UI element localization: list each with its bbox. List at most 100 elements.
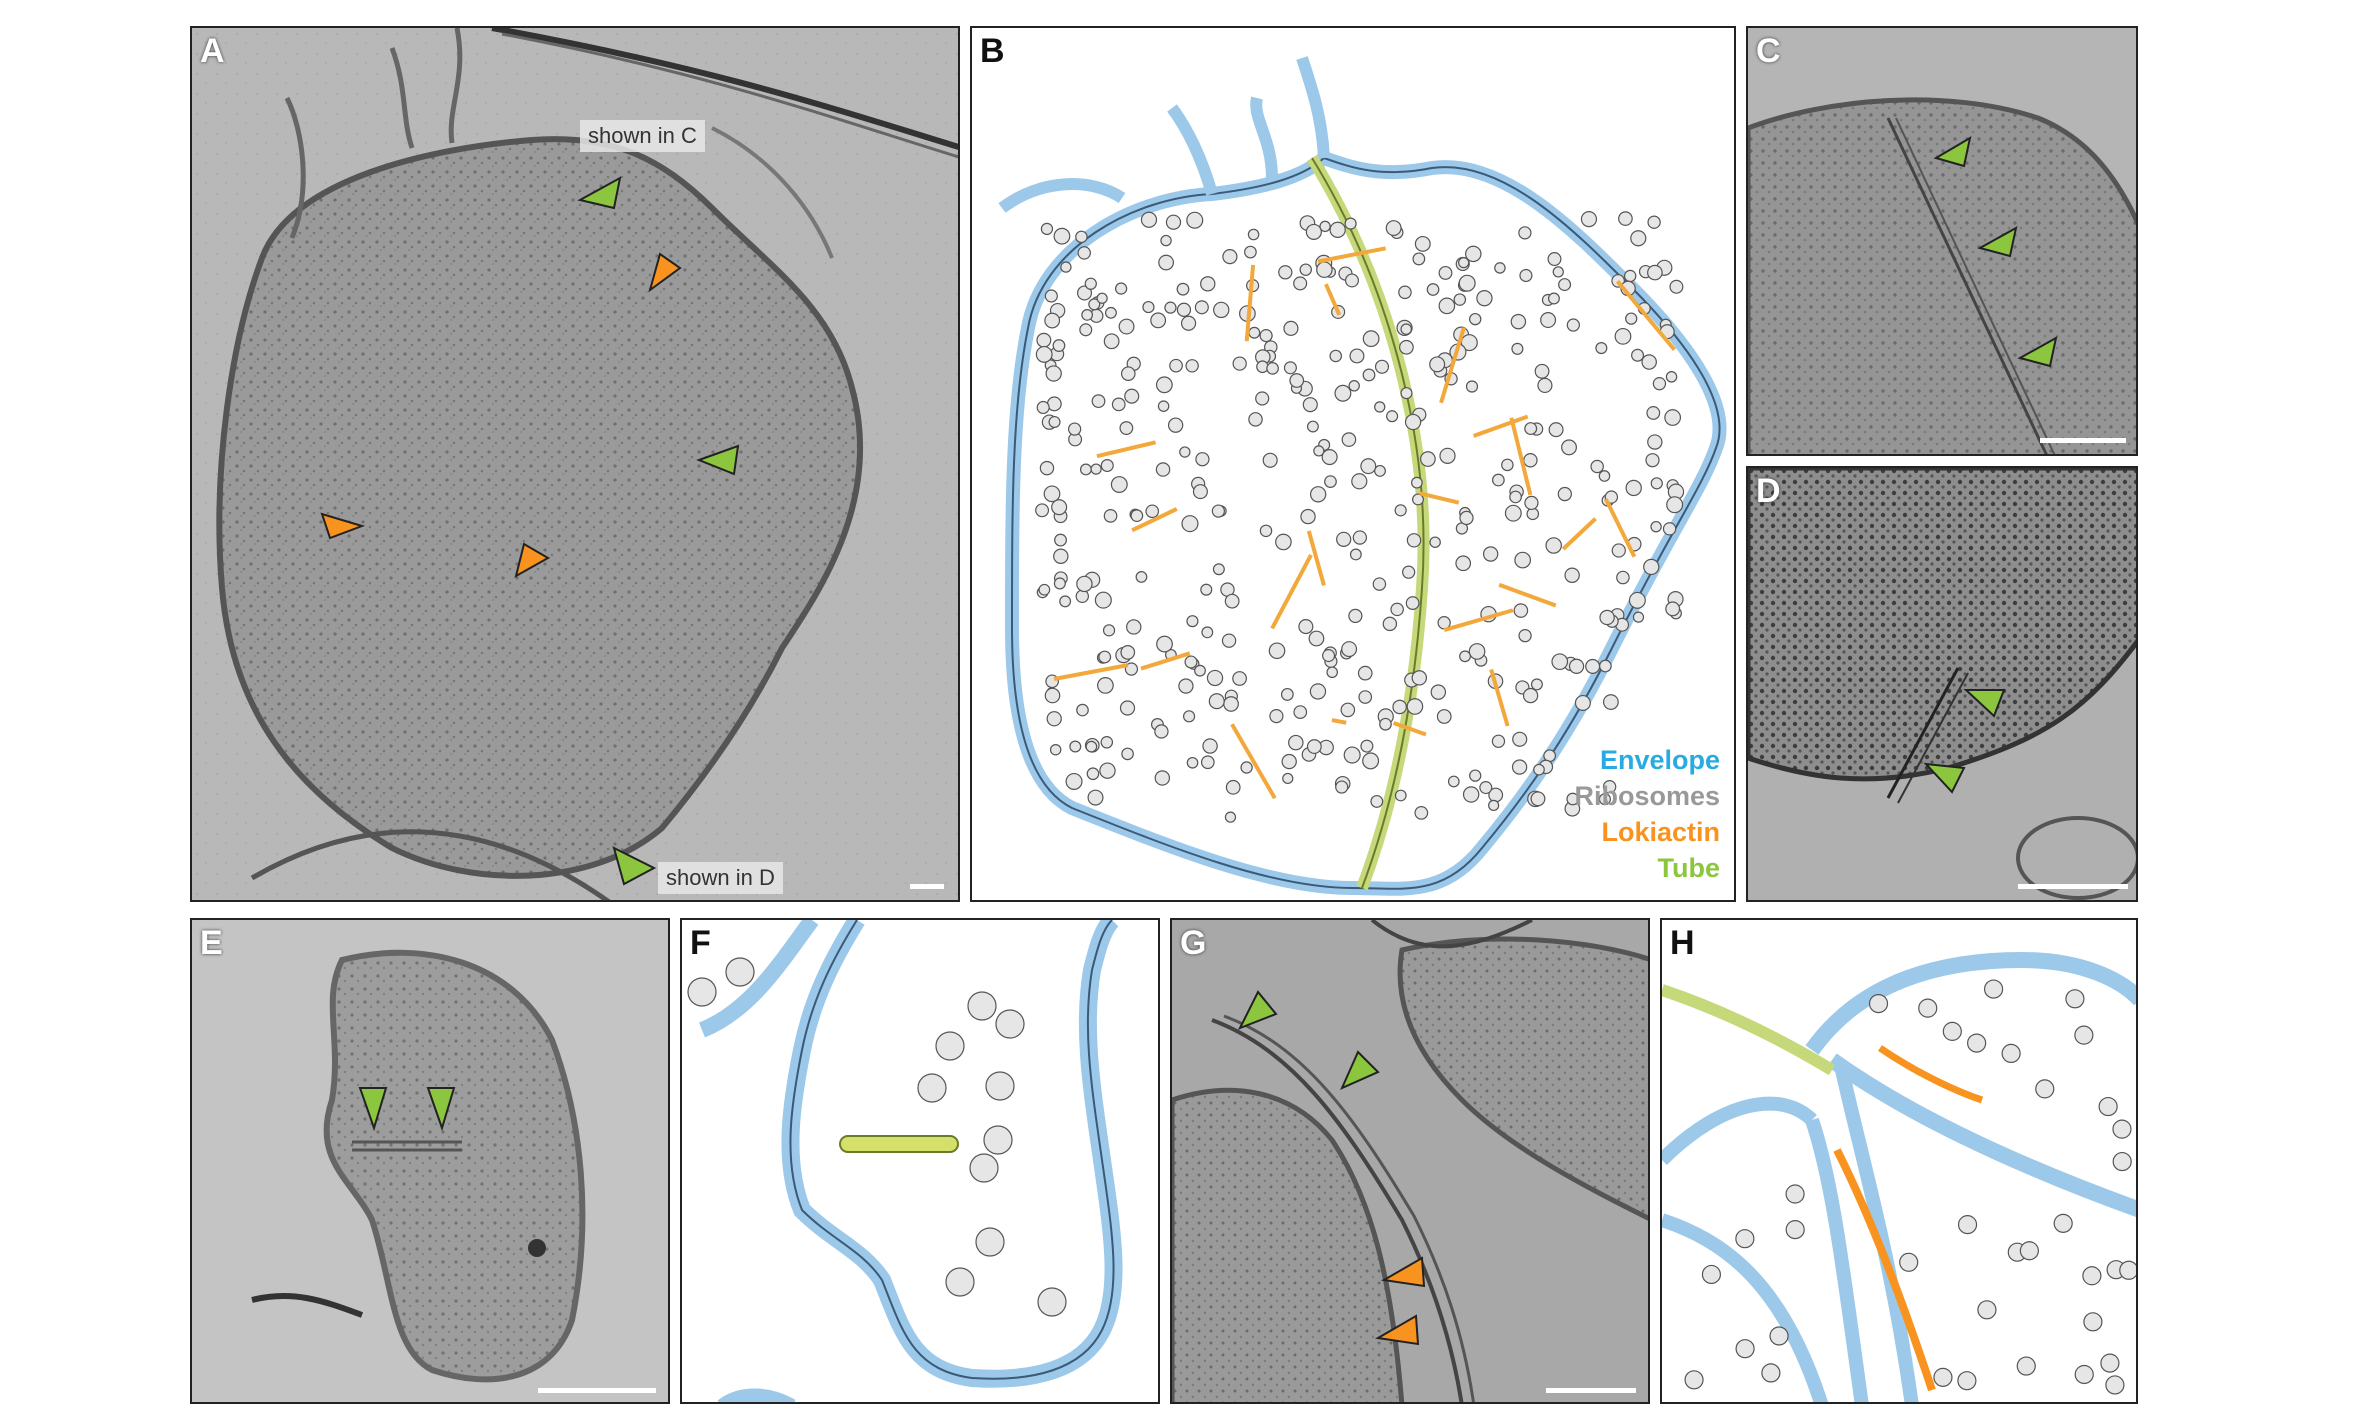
ribosome bbox=[1086, 767, 1100, 781]
ribosome bbox=[969, 1153, 999, 1183]
ribosome bbox=[1511, 342, 1524, 355]
ribosome bbox=[1306, 420, 1319, 433]
ribosome bbox=[1300, 508, 1316, 525]
ribosome bbox=[1370, 794, 1384, 808]
ribosome bbox=[1399, 339, 1414, 355]
ribosome bbox=[1439, 447, 1456, 464]
envelope-f-outer bbox=[698, 920, 819, 1038]
ribosome bbox=[1043, 485, 1061, 503]
ribosome bbox=[1666, 496, 1684, 514]
ribosome bbox=[1120, 644, 1136, 660]
ribosome bbox=[1933, 1367, 1953, 1387]
ribosome bbox=[1400, 323, 1412, 335]
ribosome bbox=[1568, 658, 1585, 674]
ribosome bbox=[1512, 731, 1528, 747]
panel-h: H bbox=[1660, 918, 2138, 1404]
ribosome bbox=[1458, 274, 1476, 292]
ribosome bbox=[1098, 650, 1112, 664]
ribosome bbox=[1100, 735, 1114, 749]
ribosome bbox=[1547, 252, 1562, 267]
ribosome bbox=[1524, 422, 1538, 436]
ribosome bbox=[1262, 452, 1278, 468]
ribosome bbox=[1491, 734, 1506, 748]
ribosome bbox=[1124, 388, 1140, 404]
ribosome bbox=[1283, 361, 1297, 375]
ribosome bbox=[1053, 577, 1066, 590]
ribosome bbox=[1522, 687, 1539, 704]
panel-d-label: D bbox=[1756, 472, 1781, 510]
ribosome bbox=[1278, 265, 1293, 280]
ribosome bbox=[1518, 226, 1532, 240]
ribosome bbox=[1077, 285, 1093, 301]
ribosome bbox=[1334, 384, 1352, 402]
ribosome bbox=[983, 1125, 1013, 1155]
panel-g-tomogram bbox=[1172, 920, 1648, 1402]
ribosome bbox=[1200, 583, 1213, 596]
lokiactin-filament bbox=[1230, 723, 1277, 800]
ribosome bbox=[1479, 781, 1493, 795]
ribosome bbox=[1545, 537, 1562, 554]
ribosome bbox=[1259, 329, 1273, 343]
ribosome bbox=[1942, 1021, 1962, 1041]
ribosome bbox=[1360, 458, 1377, 475]
arrowhead-orange-1 bbox=[648, 252, 682, 293]
ribosome bbox=[1374, 464, 1386, 477]
arrowhead-green-2 bbox=[696, 444, 740, 476]
ribosome bbox=[1195, 452, 1210, 467]
ribosome bbox=[1761, 1363, 1781, 1383]
panel-b-segmentation bbox=[998, 56, 1727, 896]
envelope-f-bottom bbox=[717, 1388, 796, 1402]
ribosome bbox=[1081, 309, 1094, 321]
ribosome bbox=[1319, 220, 1331, 233]
lokiactin-filament bbox=[1561, 517, 1597, 551]
ribosome bbox=[1405, 596, 1420, 610]
ribosome bbox=[1701, 1264, 1722, 1285]
ribosome bbox=[1084, 277, 1097, 290]
ribosome bbox=[1111, 397, 1126, 412]
panel-e-tomogram bbox=[192, 920, 668, 1402]
ribosome bbox=[975, 1227, 1005, 1257]
ribosome bbox=[1176, 302, 1192, 317]
ribosome bbox=[1075, 589, 1089, 604]
panel-h-segmentation bbox=[1662, 951, 2136, 1402]
ribosome bbox=[1211, 504, 1225, 518]
ribosome bbox=[1097, 677, 1114, 694]
ribosome bbox=[1240, 761, 1253, 774]
ribosome bbox=[1044, 289, 1058, 303]
lokiactin-filament bbox=[1140, 651, 1191, 671]
ribosome bbox=[1103, 508, 1118, 523]
ribosome bbox=[1268, 642, 1286, 660]
ribosome bbox=[1120, 366, 1136, 382]
scale-bar-e bbox=[538, 1388, 656, 1393]
ribosome bbox=[1664, 409, 1682, 426]
lokiactin-filament bbox=[1489, 668, 1510, 727]
ribosome bbox=[1785, 1220, 1805, 1240]
lokiactin-filament bbox=[1331, 718, 1347, 725]
ribosome bbox=[1411, 670, 1428, 686]
ribosome bbox=[1561, 439, 1577, 456]
ribosome bbox=[1957, 1215, 1978, 1235]
ribosome bbox=[1035, 503, 1050, 518]
lokiactin-filament bbox=[1392, 721, 1427, 737]
ribosome bbox=[1160, 234, 1172, 247]
ribosome bbox=[1566, 318, 1580, 332]
ribosome bbox=[1114, 282, 1128, 295]
ribosome bbox=[1324, 475, 1337, 488]
panel-c: C bbox=[1746, 26, 2138, 456]
ribosome bbox=[2065, 989, 2085, 1009]
ribosome bbox=[1598, 470, 1611, 482]
ribosome bbox=[1548, 422, 1564, 438]
ribosome bbox=[1534, 363, 1550, 379]
ribosome bbox=[1079, 463, 1092, 476]
ribosome bbox=[1065, 772, 1083, 790]
ribosome bbox=[1341, 641, 1358, 658]
ribosome bbox=[1088, 298, 1101, 311]
ribosome bbox=[1430, 684, 1447, 700]
ribosome bbox=[1616, 570, 1630, 585]
ribosome bbox=[1222, 249, 1238, 265]
ribosome bbox=[1091, 394, 1106, 409]
ribosome bbox=[1372, 577, 1387, 591]
ribosome bbox=[2083, 1312, 2103, 1332]
ribosome bbox=[1343, 746, 1361, 764]
ribosome bbox=[917, 1073, 947, 1103]
